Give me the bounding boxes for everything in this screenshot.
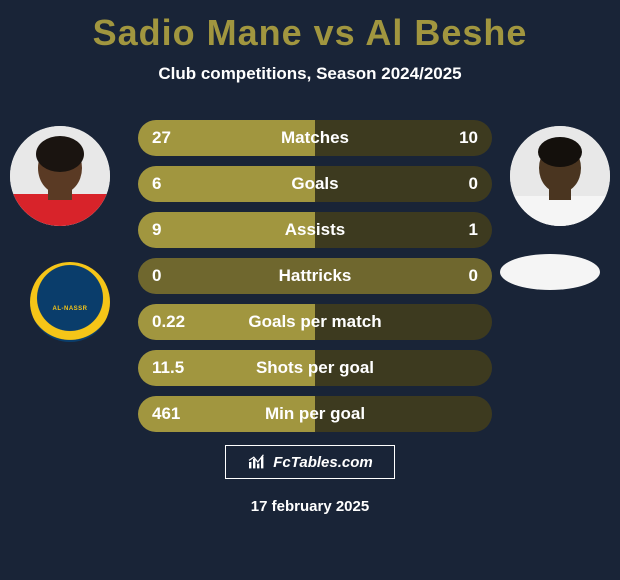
stat-label: Assists (228, 220, 402, 240)
stat-right-value: 0 (402, 174, 492, 194)
brand-logo: FcTables.com (225, 445, 395, 479)
page-title: Sadio Mane vs Al Beshe (0, 0, 620, 54)
stat-right-value: 10 (402, 128, 492, 148)
stat-right-value: 0 (402, 266, 492, 286)
stat-right-value: 1 (402, 220, 492, 240)
stats-table: 27Matches106Goals09Assists10Hattricks00.… (138, 120, 492, 442)
player-right-name: Al Beshe (365, 12, 527, 53)
stat-row: 6Goals0 (138, 166, 492, 202)
stat-row: 0.22Goals per match (138, 304, 492, 340)
player-left-avatar (10, 126, 110, 226)
stat-left-value: 9 (138, 220, 228, 240)
stat-left-value: 11.5 (138, 358, 228, 378)
stat-label: Hattricks (228, 266, 402, 286)
stat-label: Shots per goal (228, 358, 402, 378)
stat-row: 0Hattricks0 (138, 258, 492, 294)
stat-left-value: 6 (138, 174, 228, 194)
stat-row: 461Min per goal (138, 396, 492, 432)
stat-label: Min per goal (228, 404, 402, 424)
club-left-logo (20, 262, 120, 342)
date-text: 17 february 2025 (0, 498, 620, 515)
vs-text: vs (314, 12, 366, 53)
stat-label: Goals per match (228, 312, 402, 332)
stat-left-value: 0 (138, 266, 228, 286)
stat-left-value: 27 (138, 128, 228, 148)
chart-icon (247, 454, 267, 470)
club-right-logo (500, 254, 600, 290)
stat-left-value: 461 (138, 404, 228, 424)
stat-left-value: 0.22 (138, 312, 228, 332)
stat-row: 11.5Shots per goal (138, 350, 492, 386)
subtitle: Club competitions, Season 2024/2025 (0, 64, 620, 84)
stat-label: Matches (228, 128, 402, 148)
player-left-name: Sadio Mane (93, 12, 303, 53)
player-right-avatar (510, 126, 610, 226)
brand-text: FcTables.com (273, 454, 372, 471)
stat-row: 27Matches10 (138, 120, 492, 156)
stat-label: Goals (228, 174, 402, 194)
stat-row: 9Assists1 (138, 212, 492, 248)
